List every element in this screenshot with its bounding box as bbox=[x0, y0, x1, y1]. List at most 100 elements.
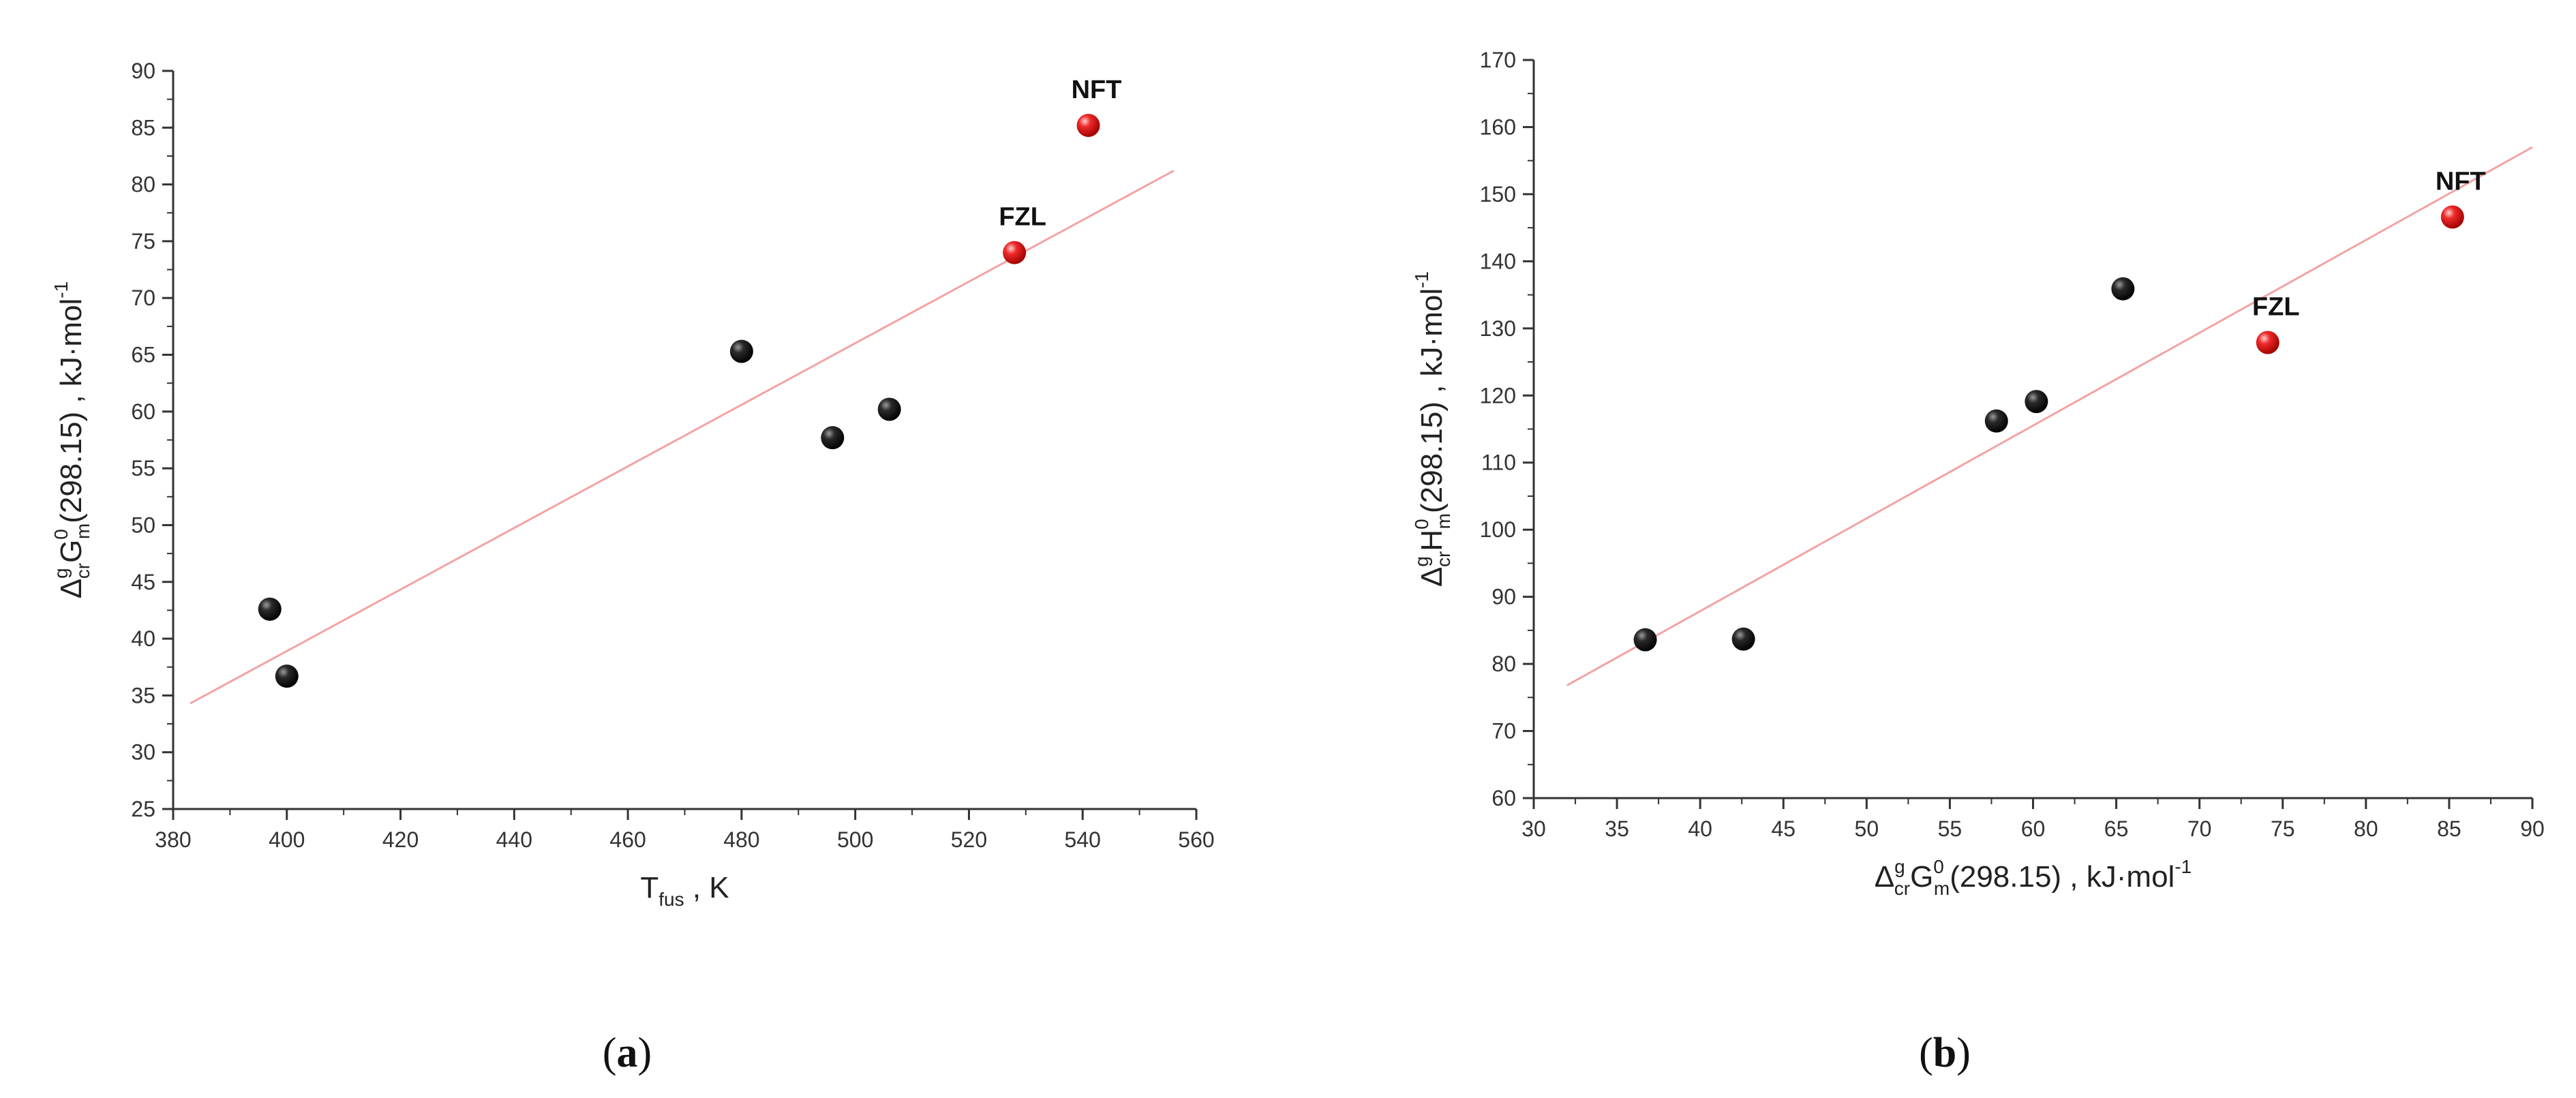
chartb-ylabel-rest: (298.15) , kJ·mol bbox=[1415, 288, 1449, 513]
chartb-xlabel-exp: -1 bbox=[2175, 856, 2192, 877]
charta-point-highlighted bbox=[1003, 241, 1027, 264]
charta-y-tick-label: 65 bbox=[131, 343, 155, 367]
chartb-x-tick-label: 50 bbox=[1855, 817, 1879, 841]
charta-x-tick-label: 400 bbox=[269, 827, 305, 852]
chartb-ylabel-sup-g: g bbox=[1411, 556, 1432, 567]
chartb-x-tick-label: 40 bbox=[1688, 817, 1712, 841]
caption-a: (a) bbox=[603, 1030, 652, 1076]
chartb-x-tick-label: 30 bbox=[1521, 817, 1546, 841]
chartb-point-highlighted bbox=[2440, 205, 2464, 229]
chartb-y-tick-label: 100 bbox=[1480, 517, 1516, 542]
charta-ylabel-sup-0: 0 bbox=[50, 529, 72, 540]
charta-point-label-fzl: FZL bbox=[999, 203, 1046, 232]
charta-y-tick-label: 40 bbox=[131, 626, 155, 651]
chartb-x-tick-label: 65 bbox=[2104, 817, 2129, 841]
chartb-y-tick-label: 130 bbox=[1480, 316, 1516, 341]
caption-b: (b) bbox=[1919, 1030, 1971, 1076]
charta-x-tick-label: 480 bbox=[723, 827, 759, 852]
charta-point-compounds bbox=[821, 426, 845, 450]
chartb-y-tick-label: 120 bbox=[1480, 383, 1516, 408]
charta-point-compounds bbox=[258, 597, 282, 621]
chartb-fit-line bbox=[1566, 146, 2533, 686]
charta-y-tick-label: 45 bbox=[131, 570, 155, 594]
chartb-y-tick-label: 170 bbox=[1480, 48, 1516, 72]
charta-point-compounds bbox=[275, 665, 299, 688]
chartb-ylabel-symbol: H bbox=[1415, 530, 1449, 551]
charta-x-tick-label: 520 bbox=[951, 827, 987, 852]
chartb-point-label-nft: NFT bbox=[2436, 167, 2486, 196]
chartb-ylabel-sup-0: 0 bbox=[1411, 519, 1432, 530]
charta-y-tick-label: 85 bbox=[131, 115, 155, 140]
charta-y-tick-label: 90 bbox=[131, 59, 155, 83]
charta-y-tick-label: 25 bbox=[131, 797, 155, 821]
chartb-x-tick-label: 90 bbox=[2520, 817, 2545, 841]
chartb-x-tick-label: 70 bbox=[2187, 817, 2212, 841]
charta-ylabel-sub-m: m bbox=[72, 523, 93, 539]
chartb-x-tick-label: 75 bbox=[2271, 817, 2295, 841]
charta-y-tick-label: 50 bbox=[131, 513, 155, 537]
chartb-ylabel-exp: -1 bbox=[1411, 271, 1432, 288]
charta-ylabel-sub-cr: cr bbox=[72, 563, 93, 579]
chartb-x-tick-label: 60 bbox=[2021, 817, 2046, 841]
chartb-point-compounds bbox=[1984, 409, 2008, 433]
charta-y-tick-label: 60 bbox=[131, 399, 155, 424]
chartb-xlabel-rest: (298.15) , kJ·mol bbox=[1950, 860, 2175, 894]
chart-panel-a: 380 400 420 440 460 480 500 520 540 5602530354045… bbox=[50, 59, 1215, 910]
chartb-xlabel-sup-g: g bbox=[1894, 856, 1905, 877]
chartb-point-compounds bbox=[1633, 628, 1657, 652]
chartb-y-tick-label: 160 bbox=[1480, 115, 1516, 139]
charta-xlabel-symbol: T bbox=[640, 871, 658, 904]
charta-x-tick-label: 560 bbox=[1178, 827, 1214, 852]
chartb-y-tick-label: 110 bbox=[1481, 451, 1516, 475]
charta-x-tick-label: 460 bbox=[609, 827, 646, 852]
charta-y-tick-label: 35 bbox=[131, 683, 155, 707]
charta-y-tick-label: 80 bbox=[131, 172, 155, 197]
chartb-point-compounds bbox=[2025, 390, 2048, 414]
charta-y-tick-label: 55 bbox=[131, 456, 155, 481]
chartb-xlabel-sub-cr: cr bbox=[1894, 878, 1910, 899]
chartb-x-axis-title: Δg crG0 m(298.15) , kJ·mol-1 bbox=[1875, 856, 2192, 899]
charta-y-tick-label: 70 bbox=[131, 286, 155, 310]
charta-y-tick-label: 75 bbox=[131, 229, 155, 254]
charta-ylabel-sup-g: g bbox=[50, 568, 72, 579]
charta-xlabel-unit: , K bbox=[684, 871, 729, 904]
chartb-xlabel-delta: Δ bbox=[1875, 860, 1894, 894]
chartb-point-label-fzl: FZL bbox=[2252, 292, 2300, 321]
charta-ylabel-delta: Δ bbox=[55, 579, 88, 598]
chartb-xlabel-symbol: G bbox=[1910, 860, 1933, 894]
chartb-x-tick-label: 55 bbox=[1938, 817, 1963, 841]
chartb-y-tick-label: 70 bbox=[1491, 719, 1516, 744]
charta-ylabel-symbol: G bbox=[55, 540, 88, 563]
chartb-x-tick-label: 45 bbox=[1771, 817, 1795, 841]
chartb-y-tick-label: 80 bbox=[1491, 652, 1516, 676]
chartb-ylabel-sub-cr: cr bbox=[1433, 551, 1454, 567]
chartb-ylabel-sub-m: m bbox=[1433, 513, 1454, 529]
chartb-point-compounds bbox=[2111, 277, 2135, 301]
chartb-y-tick-label: 90 bbox=[1491, 585, 1516, 609]
charta-ylabel-exp: -1 bbox=[50, 281, 72, 299]
charta-point-highlighted bbox=[1076, 113, 1100, 137]
charta-x-tick-label: 440 bbox=[496, 827, 532, 852]
chartb-x-tick-label: 80 bbox=[2354, 817, 2378, 841]
charta-x-tick-label: 500 bbox=[837, 827, 873, 852]
caption-b-letter: b bbox=[1933, 1030, 1956, 1076]
chart-panel-b: 30 35 40 45 50 55 60 65 70 75 80 85 90 60 70 80 90 100 110… bbox=[1411, 48, 2545, 899]
chartb-y-tick-label: 60 bbox=[1491, 786, 1516, 810]
charta-fit-line bbox=[190, 170, 1175, 705]
chartb-x-tick-label: 35 bbox=[1605, 817, 1629, 841]
caption-a-letter: a bbox=[617, 1030, 638, 1076]
chartb-point-compounds bbox=[1731, 627, 1755, 651]
charta-x-axis-title: Tfus , K bbox=[640, 871, 729, 910]
chartb-x-tick-label: 85 bbox=[2437, 817, 2461, 841]
charta-point-label-nft: NFT bbox=[1072, 76, 1122, 104]
chartb-xlabel-sup-0: 0 bbox=[1933, 856, 1944, 877]
charta-y-axis-title: ΔgcrG0m(298.15) , kJ·mol-1 bbox=[50, 281, 93, 598]
chartb-ylabel-delta: Δ bbox=[1415, 567, 1449, 587]
chartb-xlabel-sub-m: m bbox=[1934, 878, 1950, 899]
charta-point-compounds bbox=[877, 397, 901, 421]
chartb-y-tick-label: 150 bbox=[1480, 182, 1516, 207]
charta-xlabel-sub: fus bbox=[658, 889, 684, 910]
charta-y-tick-label: 30 bbox=[131, 740, 155, 765]
chartb-y-axis-title: ΔgcrH0m(298.15) , kJ·mol-1 bbox=[1411, 271, 1454, 587]
charta-x-tick-label: 540 bbox=[1065, 827, 1101, 852]
